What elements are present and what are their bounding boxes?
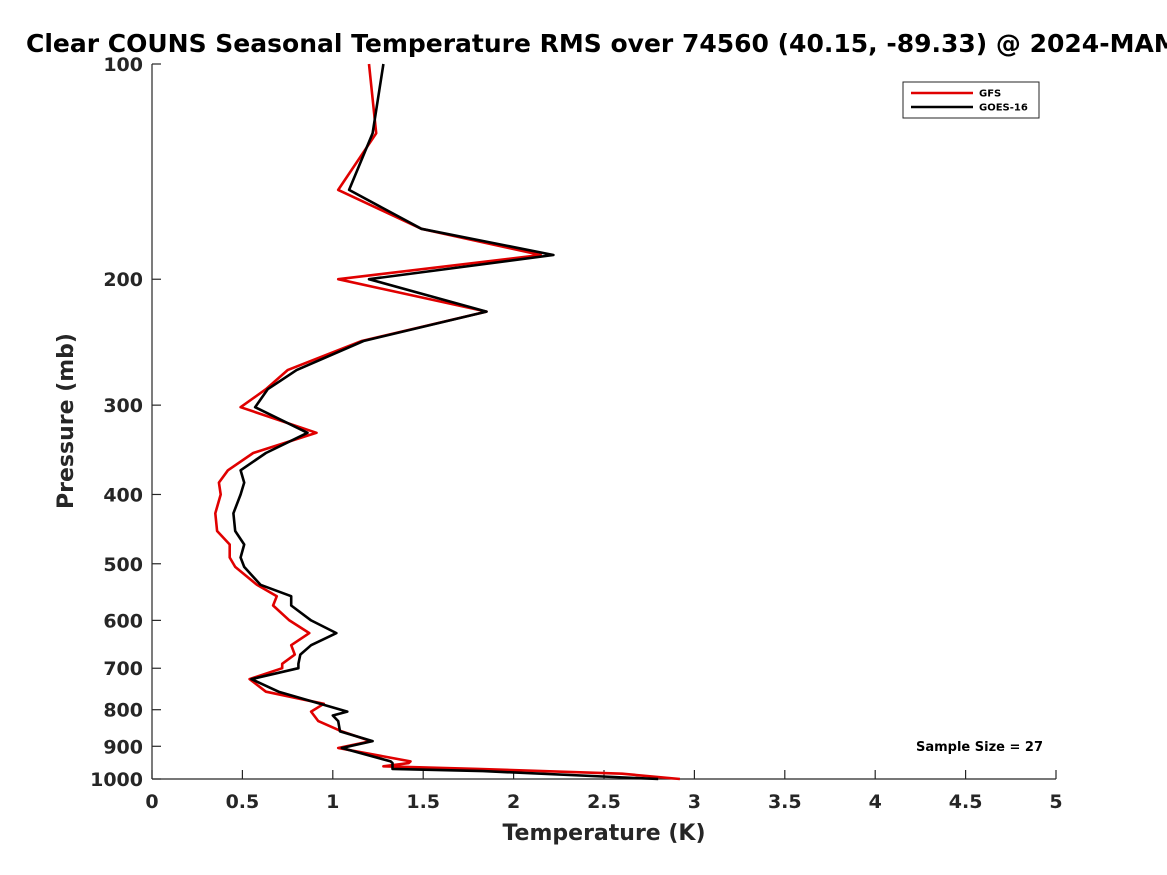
- y-tick-label: 400: [103, 484, 143, 506]
- series-layer: [214, 63, 681, 781]
- x-tick-label: 1: [326, 791, 339, 813]
- sample-size-annotation: Sample Size = 27: [916, 740, 1043, 755]
- y-axis-ticks: 100 200 300 400 500 600 700 800 900 1000: [90, 54, 161, 791]
- y-tick-label: 1000: [90, 769, 143, 791]
- x-tick-label: 0: [145, 791, 158, 813]
- y-tick-label: 600: [103, 610, 143, 632]
- x-tick-label: 2.5: [587, 791, 621, 813]
- y-axis-label: Pressure (mb): [54, 333, 79, 509]
- y-tick-label: 800: [103, 700, 143, 722]
- x-axis-ticks: 0 0.5 1 1.5 2 2.5 3 3.5 4 4.5 5: [145, 770, 1063, 813]
- chart-title: Clear COUNS Seasonal Temperature RMS ove…: [26, 29, 1167, 58]
- y-tick-label: 700: [103, 658, 143, 680]
- y-tick-label: 300: [103, 395, 143, 417]
- y-tick-label: 200: [103, 269, 143, 291]
- legend-entry-label: GOES-16: [979, 103, 1028, 114]
- legend-box: [902, 81, 1040, 119]
- series-line-goes-16: [232, 63, 659, 781]
- x-tick-label: 5: [1049, 791, 1062, 813]
- x-tick-label: 3.5: [768, 791, 802, 813]
- x-tick-label: 4.5: [949, 791, 983, 813]
- y-tick-label: 900: [103, 736, 143, 758]
- x-tick-label: 2: [507, 791, 520, 813]
- y-tick-label: 500: [103, 554, 143, 576]
- y-tick-label: 100: [103, 54, 143, 76]
- legend: GFS GOES-16: [902, 81, 1040, 119]
- x-axis-label: Temperature (K): [502, 821, 705, 846]
- x-tick-label: 4: [869, 791, 882, 813]
- x-tick-label: 3: [688, 791, 701, 813]
- legend-entry-label: GFS: [979, 89, 1001, 100]
- x-tick-label: 1.5: [406, 791, 440, 813]
- x-tick-label: 0.5: [226, 791, 260, 813]
